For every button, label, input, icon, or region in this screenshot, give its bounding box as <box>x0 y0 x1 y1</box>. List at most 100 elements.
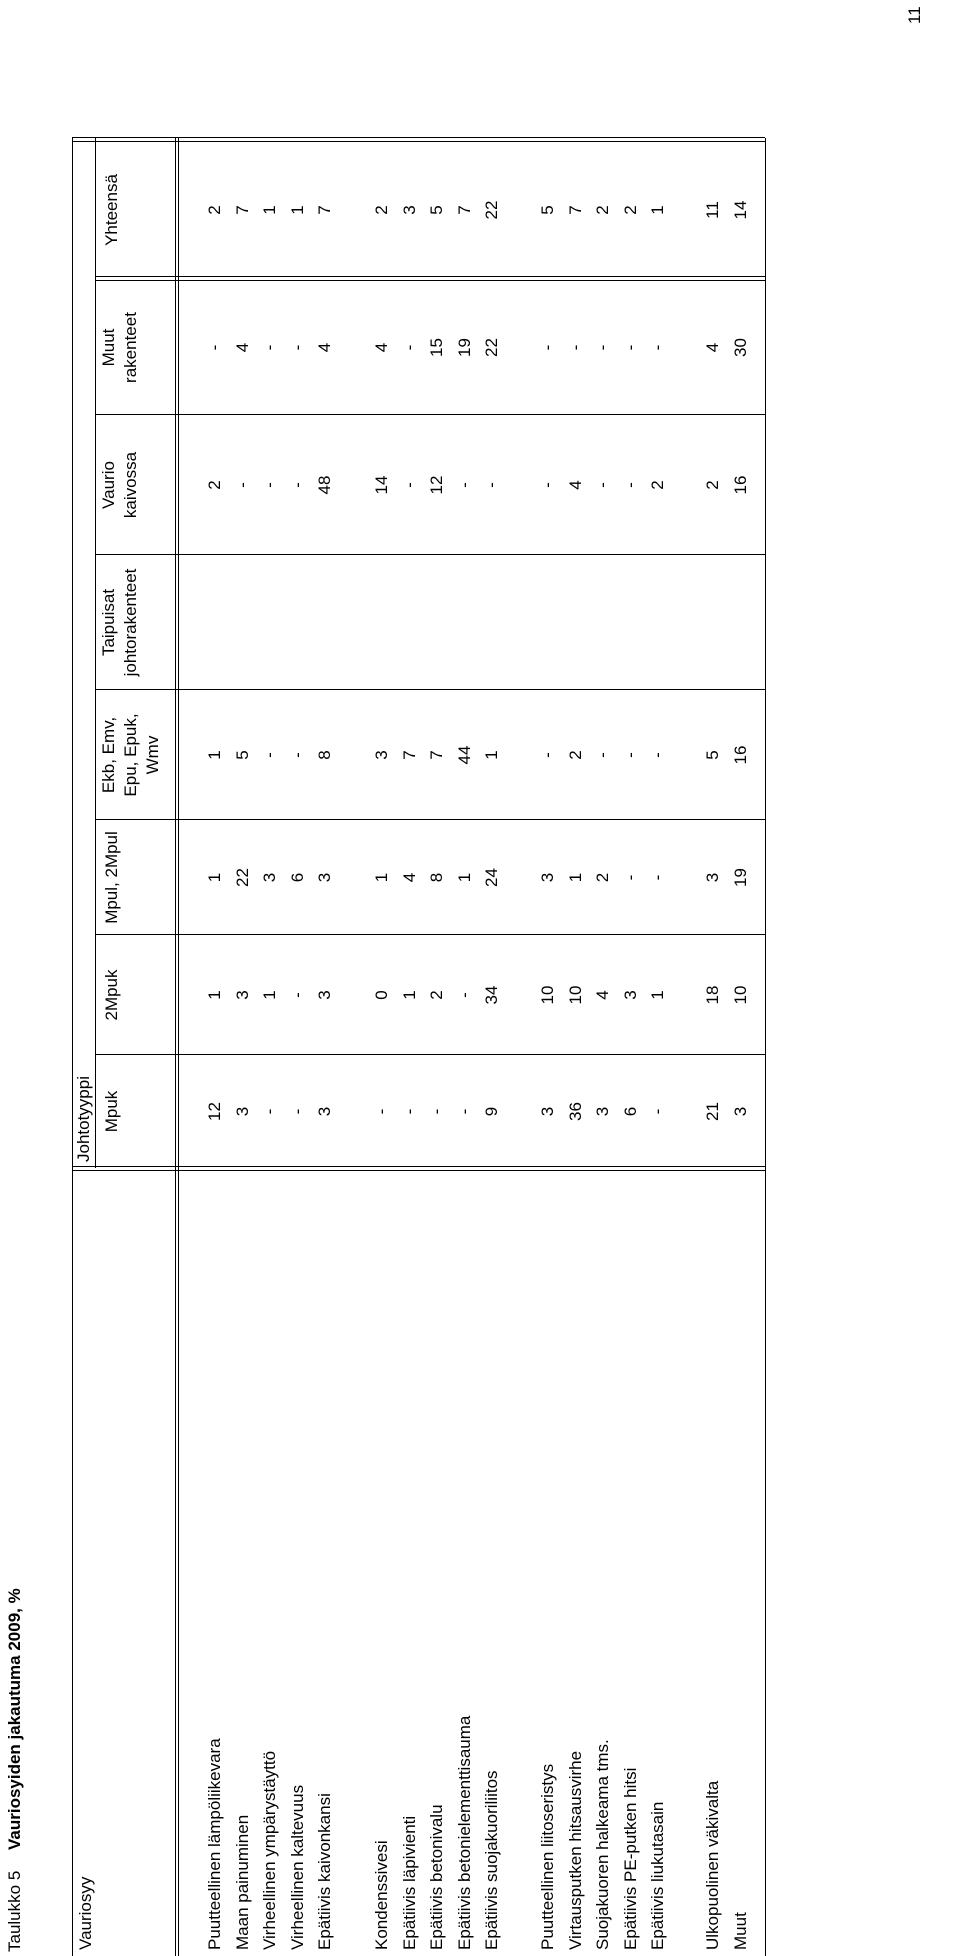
cell-value: 36 <box>565 1102 585 1121</box>
cell-value: 10 <box>538 985 557 1005</box>
row-label: Ulkopuolinen väkivalta <box>703 1780 722 1950</box>
row-label: Epätiivis kaivonkansi <box>315 1793 335 1950</box>
cell-value: 3 <box>399 205 419 215</box>
column-header: rakenteet <box>121 312 140 383</box>
cell-value: 2 <box>593 205 613 215</box>
row-label: Puutteellinen liitoseristys <box>538 1763 557 1950</box>
row-label: Epätiivis läpivienti <box>399 1815 419 1950</box>
cell-value: 5 <box>703 750 722 760</box>
cell-value: 11 <box>703 201 722 219</box>
cell-value: 1 <box>482 750 502 760</box>
cell-value: 2 <box>620 205 640 215</box>
cell-value: 3 <box>315 872 335 883</box>
cell-value: 7 <box>427 750 447 760</box>
column-header: Taipuisat <box>99 588 118 657</box>
cell-value: 2 <box>593 872 613 883</box>
cell-value: - <box>232 482 252 488</box>
cell-value: - <box>620 752 640 758</box>
cell-value: 10 <box>565 985 585 1005</box>
cell-value: 7 <box>399 750 419 760</box>
cell-value: 7 <box>454 205 474 215</box>
cell-value: 1 <box>205 750 224 760</box>
cell-value: 2 <box>648 480 668 490</box>
cell-value: 14 <box>730 200 750 220</box>
cell-value: 2 <box>565 750 585 760</box>
cell-value: 6 <box>620 1106 640 1117</box>
rule <box>95 280 765 281</box>
cell-value: 3 <box>538 872 557 883</box>
cell-value: 1 <box>399 990 419 1000</box>
cell-value: - <box>538 344 557 351</box>
cell-value: 24 <box>482 868 502 887</box>
cell-value: 7 <box>315 205 335 215</box>
cell-value: - <box>287 752 307 758</box>
cell-value: 2 <box>205 205 224 215</box>
column-header: Vaurio <box>99 461 118 509</box>
rule <box>95 689 765 690</box>
cell-value: - <box>538 752 557 758</box>
row-label: Puutteellinen lämpöliikevara <box>205 1738 224 1950</box>
column-header: 2Mpuk <box>102 969 121 1021</box>
column-header: Wmv <box>143 735 162 775</box>
row-label: Virtausputken hitsausvirhe <box>565 1750 585 1950</box>
cell-value: - <box>454 482 474 488</box>
cell-value: - <box>648 1108 668 1115</box>
cell-value: - <box>372 1108 391 1115</box>
cell-value: 3 <box>260 872 280 883</box>
cell-value: 22 <box>232 868 252 887</box>
cell-value: 3 <box>538 1106 557 1117</box>
cell-value: 14 <box>372 475 391 495</box>
row-label: Muut <box>730 1912 750 1950</box>
cell-value: 1 <box>648 205 668 215</box>
cell-value: 8 <box>427 872 447 883</box>
rule <box>95 414 765 415</box>
cell-value: - <box>648 344 668 351</box>
cell-value: 1 <box>205 872 224 883</box>
cell-value: 15 <box>427 338 447 357</box>
cell-value: 1 <box>565 872 585 883</box>
row-label: Epätiivis suojakuoriliitos <box>482 1770 502 1950</box>
column-header: Mpuk <box>102 1090 121 1133</box>
cell-value: - <box>593 482 613 488</box>
cell-value: 1 <box>205 990 224 1000</box>
cell-value: 16 <box>730 745 750 765</box>
rule <box>95 1054 765 1055</box>
cell-value: - <box>620 482 640 488</box>
column-header: Ekb, Emv, <box>99 716 118 794</box>
cell-value: 2 <box>427 990 447 1000</box>
row-label: Virheellinen kaltevuus <box>287 1784 307 1950</box>
rule <box>95 819 765 820</box>
row-label: Epätiivis liukutasain <box>648 1801 668 1950</box>
cell-value: - <box>287 344 307 351</box>
rule <box>72 1170 765 1171</box>
cell-value: - <box>399 344 419 351</box>
cell-value: 1 <box>372 872 391 883</box>
cell-value: 16 <box>730 475 750 495</box>
cell-value: 19 <box>454 338 474 357</box>
cell-value: - <box>593 752 613 758</box>
cell-value: - <box>287 992 307 998</box>
cell-value: 1 <box>454 872 474 883</box>
cell-value: 1 <box>287 205 307 215</box>
cell-value: - <box>454 992 474 998</box>
cell-value: 3 <box>232 990 252 1000</box>
cell-value: 21 <box>703 1102 722 1121</box>
cell-value: 34 <box>482 985 502 1005</box>
rule <box>178 138 179 1956</box>
cell-value: 7 <box>565 205 585 215</box>
cell-value: 4 <box>232 342 252 353</box>
cell-value: 30 <box>730 338 750 357</box>
cell-value: 1 <box>260 990 280 1000</box>
row-label: Maan painuminen <box>232 1814 252 1950</box>
cell-value: - <box>648 874 668 881</box>
cell-value: 44 <box>454 745 474 765</box>
cell-value: - <box>620 874 640 881</box>
rule <box>175 138 176 1956</box>
cell-value: - <box>287 482 307 488</box>
cell-value: - <box>260 344 280 351</box>
rule <box>72 141 765 142</box>
rule <box>72 137 765 138</box>
cell-value: - <box>205 344 224 351</box>
